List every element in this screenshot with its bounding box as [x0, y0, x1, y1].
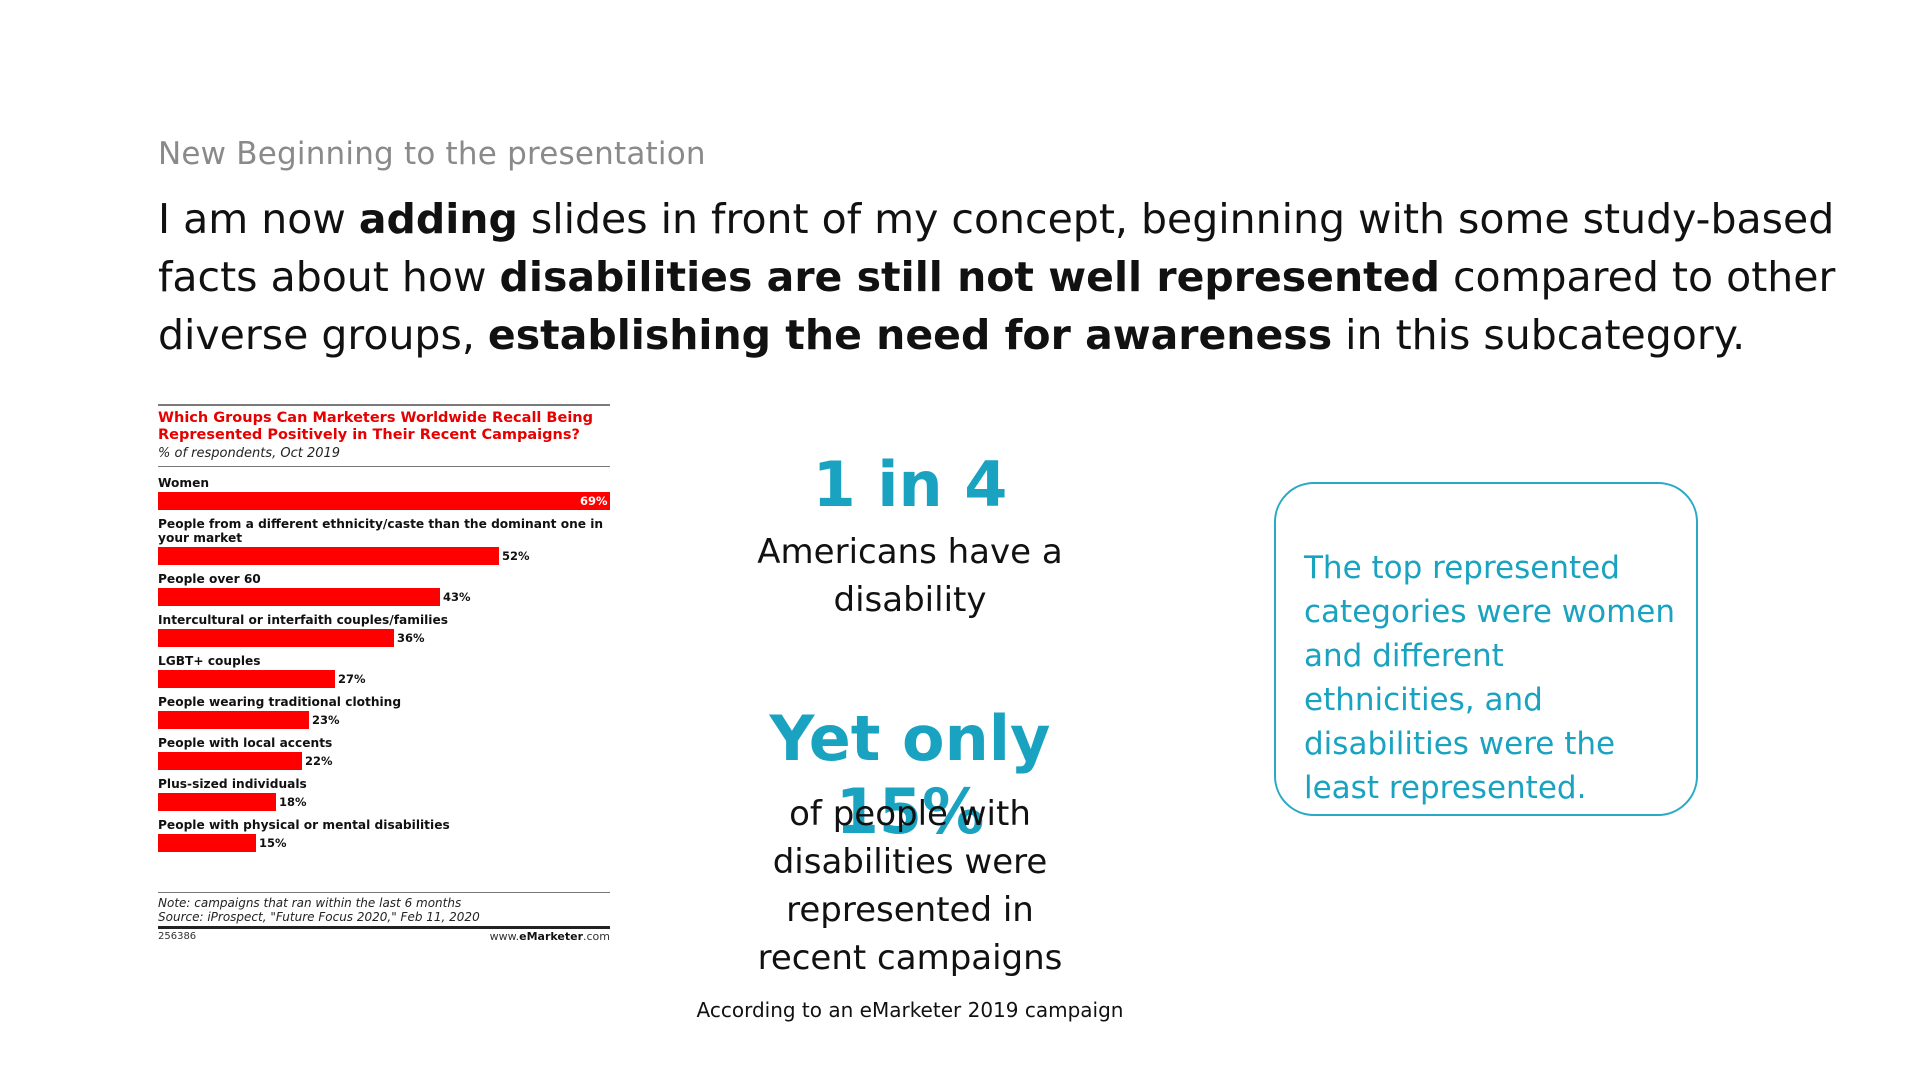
headline-bold-disabilities: disabilities are still not well represen… — [499, 253, 1440, 301]
site-prefix: www. — [489, 930, 520, 943]
stat-one-in-four: 1 in 4 — [812, 448, 1008, 521]
chart-bar — [158, 670, 335, 688]
chart-category-label: People over 60 — [158, 572, 261, 586]
chart-id: 256386 — [158, 931, 197, 942]
chart-category-label: LGBT+ couples — [158, 654, 261, 668]
chart-bar — [158, 793, 276, 811]
chart-value-label: 18% — [279, 795, 307, 809]
chart-bar — [158, 588, 440, 606]
chart-note: Note: campaigns that ran within the last… — [158, 896, 462, 910]
chart-value-label: 22% — [305, 754, 333, 768]
chart-value-label: 36% — [397, 631, 425, 645]
chart-bar — [158, 752, 302, 770]
chart-category-label: People with physical or mental disabilit… — [158, 818, 450, 832]
chart-bar — [158, 834, 256, 852]
chart-category-label: Women — [158, 476, 210, 490]
headline-bold-adding: adding — [358, 195, 518, 243]
stat-only-fifteen-caption: of people with disabilities were represe… — [757, 794, 1063, 978]
chart-category-label: People from a different ethnicity/caste … — [158, 517, 604, 545]
chart-value-label: 23% — [312, 713, 340, 727]
stat-source: According to an eMarketer 2019 campaign — [696, 998, 1124, 1022]
headline-text-3: compared to other diverse groups, — [158, 253, 1836, 359]
chart-bottom-rule — [158, 926, 610, 929]
site-suffix: .com — [583, 930, 610, 943]
chart-title: Which Groups Can Marketers Worldwide Rec… — [158, 410, 593, 443]
chart-site-credit: www.eMarketer.com — [490, 930, 610, 943]
chart-category-label: People wearing traditional clothing — [158, 695, 402, 709]
chart-value-label: 43% — [443, 590, 471, 604]
chart-bar — [158, 492, 610, 510]
headline-text-1: I am now — [158, 195, 359, 243]
chart-category-label: Plus-sized individuals — [158, 777, 307, 791]
summary-callout-text: The top represented categories were wome… — [1304, 550, 1676, 806]
chart-value-label: 52% — [502, 549, 530, 563]
headline-text-4: in this subcategory. — [1332, 311, 1746, 359]
slide-headline: I am now adding slides in front of my co… — [158, 190, 1898, 364]
chart-footer-rule — [158, 892, 610, 893]
headline-bold-awareness: establishing the need for awareness — [487, 311, 1333, 359]
chart-bar — [158, 547, 499, 565]
chart-category-label: Intercultural or interfaith couples/fami… — [158, 613, 449, 627]
chart-value-label: 69% — [580, 494, 608, 508]
emarketer-bar-chart: Which Groups Can Marketers Worldwide Rec… — [158, 404, 610, 954]
headline-text-2: slides in front of my concept, beginning… — [158, 195, 1835, 301]
site-brand: eMarketer — [519, 930, 583, 943]
summary-callout-box: The top represented categories were wome… — [1274, 482, 1698, 816]
chart-bar — [158, 711, 309, 729]
stat-one-in-four-caption: Americans have a disability — [757, 532, 1063, 620]
chart-subtitle: % of respondents, Oct 2019 — [158, 446, 341, 461]
slide-subtitle: New Beginning to the presentation — [158, 136, 706, 172]
chart-footnote: Note: campaigns that ran within the last… — [158, 896, 480, 924]
chart-top-rule — [158, 404, 610, 406]
chart-bar — [158, 629, 394, 647]
chart-source: Source: iProspect, "Future Focus 2020," … — [158, 910, 480, 924]
stat-only-fifteen: Yet only 15% — [769, 702, 1051, 848]
chart-header-rule — [158, 466, 610, 467]
chart-value-label: 27% — [338, 672, 366, 686]
chart-value-label: 15% — [259, 836, 287, 850]
chart-category-label: People with local accents — [158, 736, 333, 750]
